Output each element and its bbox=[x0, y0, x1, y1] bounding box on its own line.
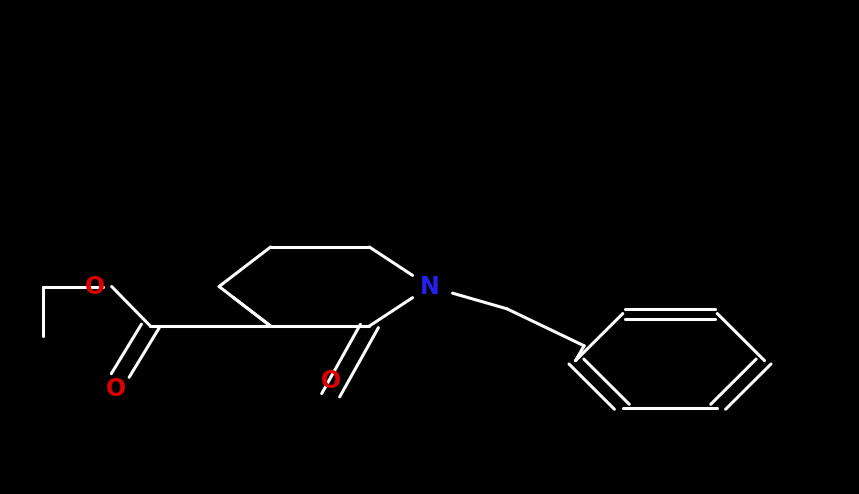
Text: N: N bbox=[420, 275, 439, 298]
Text: O: O bbox=[106, 377, 126, 401]
Text: O: O bbox=[320, 370, 341, 393]
Text: O: O bbox=[84, 275, 105, 298]
